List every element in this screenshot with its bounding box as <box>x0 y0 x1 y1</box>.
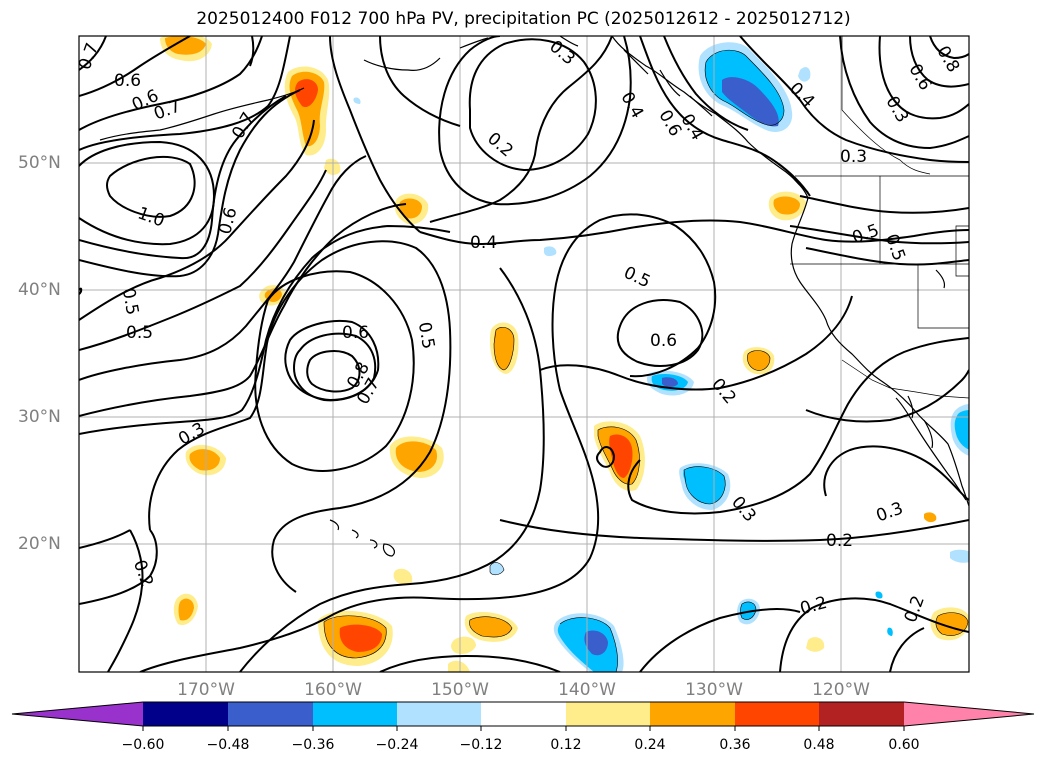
pv-contours <box>79 36 969 672</box>
colorbar-swatch <box>397 702 481 726</box>
contour-label: 0.6 <box>342 323 369 343</box>
colorbar-swatch <box>228 702 313 726</box>
contour-label: 0.4 <box>470 233 497 253</box>
colorbar-swatch-lowend <box>12 702 143 726</box>
lat-label: 30°N <box>18 407 61 427</box>
colorbar-tick-label: 0.12 <box>550 737 582 753</box>
colorbar-tick-label: −0.60 <box>121 737 165 753</box>
lat-label: 20°N <box>18 534 61 554</box>
map-border <box>78 35 970 673</box>
lon-label: 120°W <box>812 680 870 700</box>
colorbar-tick-label: 0.24 <box>634 737 666 753</box>
lon-label: 170°W <box>177 680 235 700</box>
contour-label: 0.5 <box>126 323 153 343</box>
contour-label: 0.2 <box>826 531 853 551</box>
colorbar-swatch <box>143 702 228 726</box>
precip-positive-regions <box>160 36 969 672</box>
lon-label: 150°W <box>431 680 489 700</box>
lat-label: 50°N <box>18 153 61 173</box>
colorbar-tick-label: −0.48 <box>206 737 250 753</box>
colorbar-tick-label: 0.60 <box>888 737 920 753</box>
map-frame <box>79 36 969 672</box>
colorbar-swatch <box>650 702 735 726</box>
colorbar-swatch <box>481 702 566 726</box>
lon-label: 160°W <box>304 680 362 700</box>
colorbar <box>11 701 1035 731</box>
contour-label: 0.3 <box>840 147 867 167</box>
colorbar-swatch-highend <box>904 702 1034 726</box>
lon-label: 140°W <box>558 680 616 700</box>
colorbar-tick-label: −0.36 <box>291 737 335 753</box>
lon-label: 130°W <box>685 680 743 700</box>
colorbar-tick-label: −0.12 <box>459 737 503 753</box>
colorbar-swatch <box>735 702 819 726</box>
contour-label: 0.6 <box>650 331 677 351</box>
colorbar-tick-label: 0.48 <box>803 737 835 753</box>
map-title: 2025012400 F012 700 hPa PV, precipitatio… <box>196 9 851 29</box>
precip-outlines <box>323 49 969 672</box>
precip-negative-regions <box>353 42 969 672</box>
graticule <box>79 36 969 672</box>
colorbar-swatch <box>313 702 397 726</box>
colorbar-tick-label: −0.24 <box>375 737 419 753</box>
lat-label: 40°N <box>18 280 61 300</box>
colorbar-swatch <box>819 702 904 726</box>
colorbar-swatch <box>566 702 650 726</box>
contour-label: 0.5 <box>118 287 142 317</box>
contour-label: 0.6 <box>114 71 141 91</box>
precip-shading <box>160 36 969 672</box>
contour-label: 0.5 <box>414 321 438 351</box>
colorbar-tick-label: 0.36 <box>719 737 751 753</box>
